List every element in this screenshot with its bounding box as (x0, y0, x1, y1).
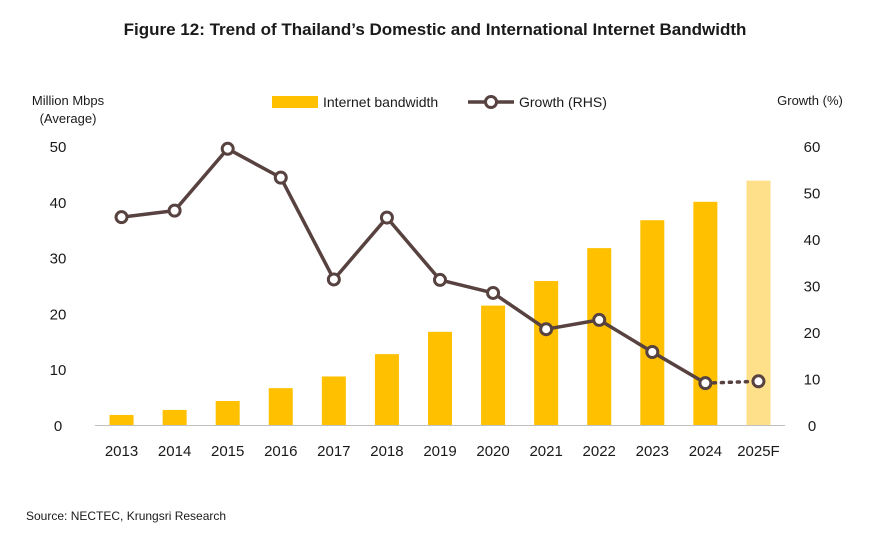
left-axis-tick-label: 30 (50, 251, 67, 268)
x-axis-tick-label: 2022 (583, 443, 616, 460)
right-axis-tick-label: 50 (804, 186, 821, 203)
bar (268, 388, 293, 425)
left-axis-tick-label: 50 (50, 139, 67, 156)
legend-swatch-bandwidth (272, 96, 318, 108)
growth-point (486, 285, 501, 300)
bar (374, 354, 399, 425)
x-axis-tick-label: 2018 (370, 443, 403, 460)
growth-point (539, 322, 554, 337)
growth-point (379, 210, 394, 225)
right-axis-tick-label: 20 (804, 325, 821, 342)
left-axis-title: Million Mbps (Average) (18, 92, 118, 128)
x-axis-tick-label: 2024 (689, 443, 722, 460)
left-axis-tick-label: 40 (50, 195, 67, 212)
growth-point (645, 344, 660, 359)
bar (640, 220, 665, 425)
bar (428, 331, 452, 425)
chart-title: Figure 12: Trend of Thailand’s Domestic … (123, 20, 747, 39)
bar (162, 409, 187, 425)
right-axis-title: Growth (%) (777, 93, 843, 108)
bar (109, 414, 134, 425)
growth-forecast-line (703, 379, 761, 385)
source-note: Source: NECTEC, Krungsri Research (26, 509, 227, 523)
growth-point (167, 203, 182, 218)
x-axis-tick-label: 2019 (423, 443, 456, 460)
legend-marker-growth (484, 95, 498, 109)
bar (746, 180, 771, 425)
growth-line (121, 147, 707, 385)
legend-label-growth: Growth (RHS) (519, 94, 607, 110)
right-axis-tick-label: 0 (808, 418, 816, 435)
x-axis-tick-label: 2017 (317, 443, 350, 460)
right-axis-tick-label: 30 (804, 279, 821, 296)
right-axis-tick-label: 60 (804, 139, 821, 156)
left-axis-tick-label: 10 (50, 362, 67, 379)
growth-point (751, 374, 766, 389)
x-axis-tick-label: 2013 (105, 443, 138, 460)
growth-point (114, 210, 129, 225)
x-axis-tick-label: 2020 (476, 443, 509, 460)
bar (693, 201, 718, 425)
growth-point (326, 272, 341, 287)
bar (321, 376, 346, 425)
x-axis-tick-label: 2015 (211, 443, 244, 460)
x-axis-tick-label: 2016 (264, 443, 297, 460)
left-axis-title-line1: Million Mbps (31, 93, 105, 108)
left-axis-tick-label: 20 (50, 306, 67, 323)
growth-point (220, 141, 235, 156)
bar (481, 305, 506, 425)
x-axis-tick-label: 2023 (636, 443, 669, 460)
x-axis-tick-label: 2021 (529, 443, 562, 460)
growth-point (273, 170, 288, 185)
bar (534, 281, 559, 425)
growth-point (698, 376, 713, 391)
bar (215, 401, 240, 425)
bar (587, 248, 612, 425)
x-axis-tick-label: 2014 (158, 443, 191, 460)
legend-label-bandwidth: Internet bandwidth (323, 94, 438, 110)
left-axis-tick-label: 0 (54, 418, 62, 435)
growth-point (592, 312, 607, 327)
right-axis-tick-label: 10 (804, 372, 821, 389)
right-axis-tick-label: 40 (804, 232, 821, 249)
x-axis-tick-label: 2025F (737, 443, 780, 460)
growth-point (433, 272, 447, 287)
left-axis-title-line2: (Average) (39, 111, 97, 126)
